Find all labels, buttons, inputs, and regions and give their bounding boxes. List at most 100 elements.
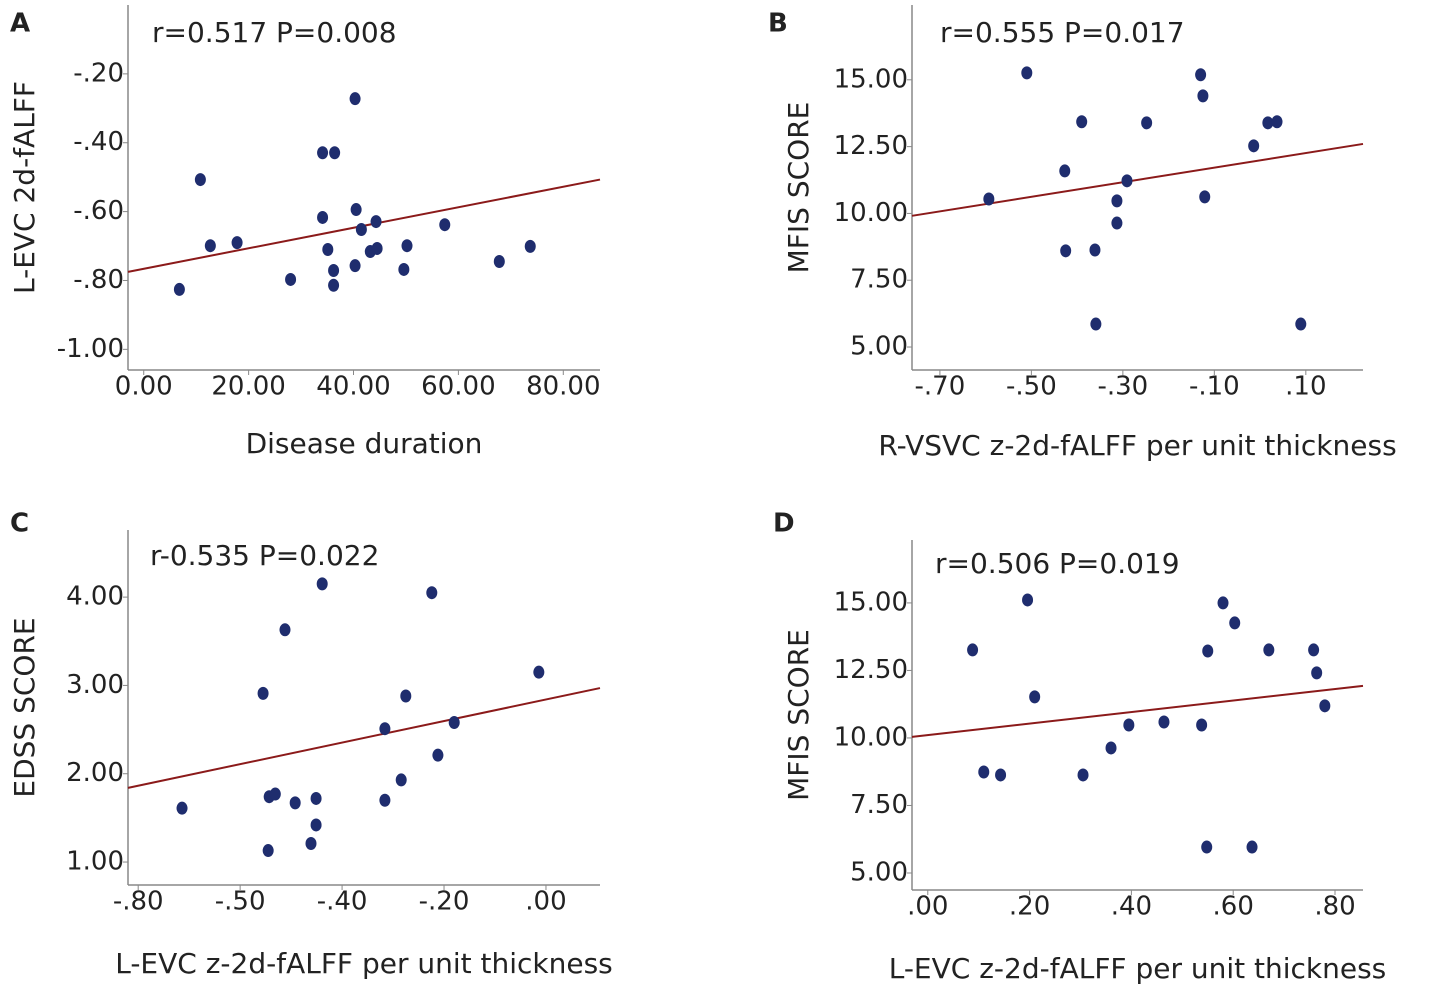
point <box>1201 840 1213 854</box>
point <box>1111 216 1123 230</box>
y-tick-label: -.20 <box>73 58 124 88</box>
point <box>524 239 536 253</box>
panel-letter: B <box>768 9 788 39</box>
y-tick-label: -.80 <box>73 265 124 295</box>
point <box>194 173 206 187</box>
y-tick-label: 3.00 <box>66 670 124 700</box>
point <box>328 278 340 292</box>
point <box>1121 174 1133 188</box>
x-tick-label: .60 <box>1213 892 1254 922</box>
y-tick-label: 2.00 <box>66 758 124 788</box>
y-tick-label: -.40 <box>73 127 124 157</box>
y-tick-label: 12.50 <box>834 655 908 685</box>
trend-line <box>911 142 1364 217</box>
y-tick-label: 4.00 <box>66 582 124 612</box>
x-tick-label: 0.00 <box>115 372 173 402</box>
point <box>1076 115 1088 129</box>
point <box>978 765 990 779</box>
point <box>285 272 297 286</box>
trend-line <box>127 687 601 789</box>
point <box>1295 317 1307 331</box>
point <box>432 748 444 762</box>
point <box>395 773 407 787</box>
point <box>349 92 361 106</box>
point <box>1217 596 1229 610</box>
point <box>1196 718 1208 732</box>
point <box>173 282 185 296</box>
point <box>176 801 188 815</box>
panel-letter: A <box>10 9 30 39</box>
y-axis-label: MFIS SCORE <box>782 629 815 801</box>
y-tick-label: 15.00 <box>834 587 908 617</box>
point <box>1059 164 1071 178</box>
y-tick-label: 5.00 <box>850 332 908 362</box>
y-tick-label: 10.00 <box>834 722 908 752</box>
y-tick-label: 5.00 <box>850 857 908 887</box>
trend-line <box>911 684 1364 738</box>
point <box>349 259 361 273</box>
annotation: r=0.517 P=0.008 <box>152 16 397 49</box>
point <box>1089 243 1101 257</box>
y-tick-label: 12.50 <box>834 131 908 161</box>
point <box>279 623 291 637</box>
y-tick-label: 7.50 <box>850 790 908 820</box>
x-tick-label: 20.00 <box>211 372 285 402</box>
point <box>1197 89 1209 103</box>
point <box>355 223 367 237</box>
point <box>1246 840 1258 854</box>
x-tick-label: .80 <box>1314 892 1355 922</box>
point <box>1308 643 1320 657</box>
point <box>1195 68 1207 82</box>
point <box>1311 666 1323 680</box>
point <box>329 146 341 160</box>
x-axis-label: L-EVC z-2d-fALFF per unit thickness <box>889 952 1387 985</box>
point <box>371 241 383 255</box>
panel-letter: C <box>10 509 29 539</box>
point <box>370 215 382 229</box>
point <box>1021 66 1033 80</box>
y-axis-label: EDSS SCORE <box>8 617 41 797</box>
point <box>379 793 391 807</box>
x-axis-label: L-EVC z-2d-fALFF per unit thickness <box>115 947 613 980</box>
point <box>1141 116 1153 130</box>
y-tick-label: -1.00 <box>57 334 124 364</box>
point <box>1090 317 1102 331</box>
point <box>1262 116 1274 130</box>
y-tick-label: -.60 <box>73 196 124 226</box>
point <box>262 844 274 858</box>
point <box>448 716 460 730</box>
x-tick-label: -.80 <box>113 887 164 917</box>
annotation: r=0.506 P=0.019 <box>935 547 1180 580</box>
y-axis-label: L-EVC 2d-fALFF <box>8 81 41 294</box>
point <box>379 722 391 736</box>
panel-letter: D <box>773 509 795 539</box>
x-axis-label: R-VSVC z-2d-fALFF per unit thickness <box>878 429 1396 462</box>
annotation: r-0.535 P=0.022 <box>150 539 379 572</box>
x-tick-label: -.50 <box>215 887 266 917</box>
point <box>983 192 995 206</box>
x-tick-label: 40.00 <box>316 372 390 402</box>
point <box>439 218 451 232</box>
point <box>1022 593 1034 607</box>
point <box>398 262 410 276</box>
point <box>305 836 317 850</box>
point <box>317 146 329 160</box>
point <box>317 210 329 224</box>
point <box>1271 115 1283 129</box>
point <box>204 239 216 253</box>
point <box>231 236 243 250</box>
point <box>257 686 269 700</box>
x-tick-label: .10 <box>1285 372 1326 402</box>
point <box>967 643 979 657</box>
point <box>316 577 328 591</box>
x-tick-label: -.40 <box>317 887 368 917</box>
point <box>1111 194 1123 208</box>
x-tick-label: .20 <box>1009 892 1050 922</box>
point <box>269 787 281 801</box>
x-tick-label: .00 <box>525 887 566 917</box>
point <box>426 586 438 600</box>
point <box>533 665 545 679</box>
point <box>400 689 412 703</box>
point <box>1158 715 1170 729</box>
